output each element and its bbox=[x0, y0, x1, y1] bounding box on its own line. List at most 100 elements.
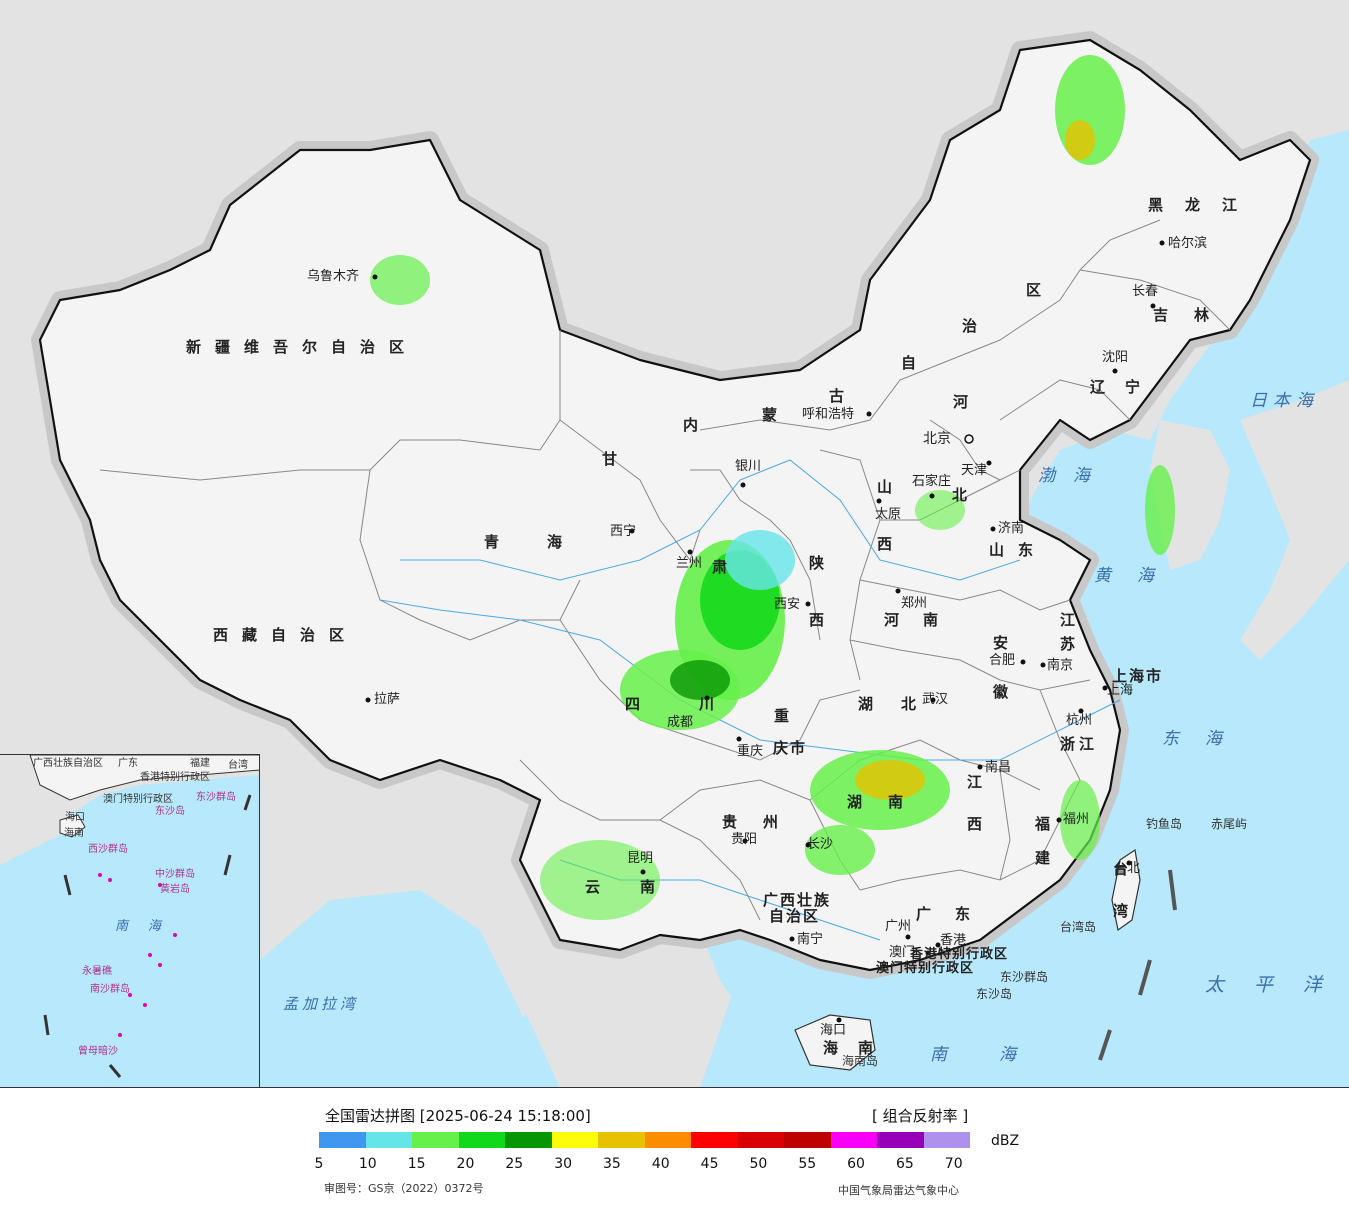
foreign-land-japan bbox=[1240, 380, 1349, 660]
city-lhasa: 拉萨 bbox=[374, 692, 401, 707]
city-urumqi: 乌鲁木齐 bbox=[307, 269, 360, 284]
province-shanxi-shan: 山 bbox=[877, 478, 907, 496]
city-jinan: 济南 bbox=[998, 521, 1025, 536]
region-macau: 澳门特别行政区 bbox=[876, 961, 975, 976]
legend-tick-label: 45 bbox=[700, 1156, 719, 1172]
inset-canvas bbox=[0, 755, 259, 1087]
nine-dash-line bbox=[1098, 869, 1177, 1061]
city-changchun: 长春 bbox=[1132, 284, 1159, 299]
legend-unit: dBZ bbox=[991, 1133, 1020, 1149]
province-fujian-fu: 福 bbox=[1035, 815, 1065, 833]
sea-bengal: 孟加拉湾 bbox=[283, 995, 360, 1013]
legend-swatch bbox=[737, 1132, 784, 1148]
city-shijiazhuang: 石家庄 bbox=[912, 474, 952, 489]
city-huhehaote: 呼和浩特 bbox=[802, 407, 855, 422]
china-land bbox=[38, 38, 1312, 972]
island-diaoyu: 钓鱼岛 bbox=[1146, 817, 1183, 831]
legend-tick-label: 55 bbox=[798, 1156, 817, 1172]
city-chengdu: 成都 bbox=[667, 715, 694, 730]
province-hubei: 湖北 bbox=[858, 695, 945, 713]
province-xinjiang: 新疆维吾尔自治区 bbox=[186, 338, 419, 356]
city-haikou: 海口 bbox=[820, 1023, 847, 1038]
city-taiyuan: 太原 bbox=[875, 507, 902, 522]
legend-tick-label: 40 bbox=[651, 1156, 670, 1172]
inset-hk: 香港特别行政区 bbox=[140, 772, 210, 783]
city-xining: 西宁 bbox=[610, 524, 637, 539]
sea-nanhai: 南海 bbox=[930, 1045, 1068, 1065]
province-jiangsu-jiang: 江 bbox=[1060, 611, 1090, 629]
province-zhejiang: 浙江 bbox=[1060, 735, 1099, 753]
province-sichuan-si: 四 bbox=[625, 695, 655, 713]
legend-swatch bbox=[505, 1132, 552, 1148]
province-tibet: 西藏自治区 bbox=[213, 626, 359, 644]
island-dongsha-group: 东沙群岛 bbox=[1000, 970, 1049, 984]
inset-guangxi: 广西壮族自治区 bbox=[33, 758, 103, 769]
province-chongqing-chong: 重 bbox=[774, 707, 804, 725]
province-nmg-zhi: 治 bbox=[962, 317, 992, 335]
province-hebei-bei: 北 bbox=[952, 486, 982, 504]
province-guangxi-1: 广西壮族 bbox=[763, 891, 832, 909]
province-gansu-su: 肃 bbox=[712, 558, 742, 576]
province-taiwan-wan: 湾 bbox=[1113, 902, 1143, 920]
province-hainan-nan: 南 bbox=[858, 1039, 888, 1057]
legend-tick-label: 70 bbox=[944, 1156, 963, 1172]
inset-macau: 澳门特别行政区 bbox=[103, 794, 173, 805]
legend-tick-label: 60 bbox=[847, 1156, 865, 1172]
province-anhui-hui: 徽 bbox=[993, 683, 1023, 701]
legend-panel: 全国雷达拼图 [2025-06-24 15:18:00] [ 组合反射率 ] d… bbox=[0, 1089, 1349, 1208]
legend-tick-label: 10 bbox=[358, 1156, 377, 1172]
sea-donghai: 东海 bbox=[1162, 729, 1248, 749]
city-yinchuan: 银川 bbox=[735, 459, 762, 474]
legend-tick-label: 50 bbox=[749, 1156, 768, 1172]
province-jiangsu-su: 苏 bbox=[1060, 635, 1090, 653]
inset-zhongsha: 中沙群岛 bbox=[155, 869, 195, 880]
province-nmg-qu: 区 bbox=[1026, 281, 1056, 299]
island-dongsha: 东沙岛 bbox=[976, 987, 1013, 1001]
city-hongkong: 香港 bbox=[940, 933, 967, 948]
province-nmg-nei: 内 bbox=[683, 416, 713, 434]
legend-swatch bbox=[923, 1132, 970, 1148]
legend-tick-label: 35 bbox=[603, 1156, 621, 1172]
map-review-number: 审图号：GS京（2022）0372号 bbox=[324, 1182, 484, 1195]
city-shanghai: 上海 bbox=[1107, 683, 1134, 698]
city-taibei: 台北 bbox=[1114, 861, 1141, 876]
province-shaanxi-xi: 西 bbox=[809, 611, 839, 629]
province-qinghai: 青海 bbox=[484, 533, 611, 551]
hainan-island bbox=[794, 1014, 876, 1071]
province-jiangxi-jiang: 江 bbox=[967, 773, 997, 791]
province-gansu-gan: 甘 bbox=[602, 450, 632, 468]
province-hunan-nan: 南 bbox=[888, 793, 918, 811]
province-chongqing-qing: 庆市 bbox=[773, 739, 808, 757]
province-nmg-gu: 古 bbox=[829, 387, 859, 405]
legend-swatch bbox=[551, 1132, 598, 1148]
province-jilin: 吉林 bbox=[1153, 306, 1236, 324]
province-yunnan-nan: 南 bbox=[640, 878, 670, 896]
ocean-bay-of-bengal bbox=[260, 890, 540, 1087]
city-hangzhou: 杭州 bbox=[1066, 713, 1093, 728]
legend-tick-label: 5 bbox=[314, 1156, 324, 1172]
province-liaoning: 辽宁 bbox=[1090, 378, 1161, 396]
city-wuhan: 武汉 bbox=[922, 692, 949, 707]
province-guangdong-dong: 东 bbox=[955, 905, 985, 923]
legend-tick-label: 15 bbox=[407, 1156, 426, 1172]
legend-tick-label: 25 bbox=[505, 1156, 524, 1172]
province-yunnan-yun: 云 bbox=[585, 878, 615, 896]
legend-swatch bbox=[412, 1132, 459, 1148]
province-henan: 河南 bbox=[884, 611, 963, 629]
city-guiyang: 贵阳 bbox=[731, 832, 758, 847]
inset-dongsha: 东沙群岛 bbox=[196, 792, 236, 803]
taiwan-island bbox=[1111, 848, 1141, 932]
legend-swatch bbox=[644, 1132, 691, 1148]
province-shanxi-xi: 西 bbox=[877, 535, 907, 553]
inset-haikou: 海口 bbox=[65, 812, 85, 823]
province-hebei-he: 河 bbox=[953, 393, 983, 411]
province-heilongjiang: 黑龙江 bbox=[1148, 196, 1260, 214]
province-shaanxi-shaan: 陕 bbox=[809, 554, 839, 572]
legend-swatch bbox=[319, 1132, 366, 1148]
map-canvas bbox=[0, 0, 1349, 1087]
legend-tick-label: 65 bbox=[895, 1156, 914, 1172]
city-lanzhou: 兰州 bbox=[676, 556, 703, 571]
inset-nanhai: 南海 bbox=[115, 919, 182, 934]
city-guangzhou: 广州 bbox=[885, 919, 912, 934]
city-harbin: 哈尔滨 bbox=[1168, 236, 1208, 251]
